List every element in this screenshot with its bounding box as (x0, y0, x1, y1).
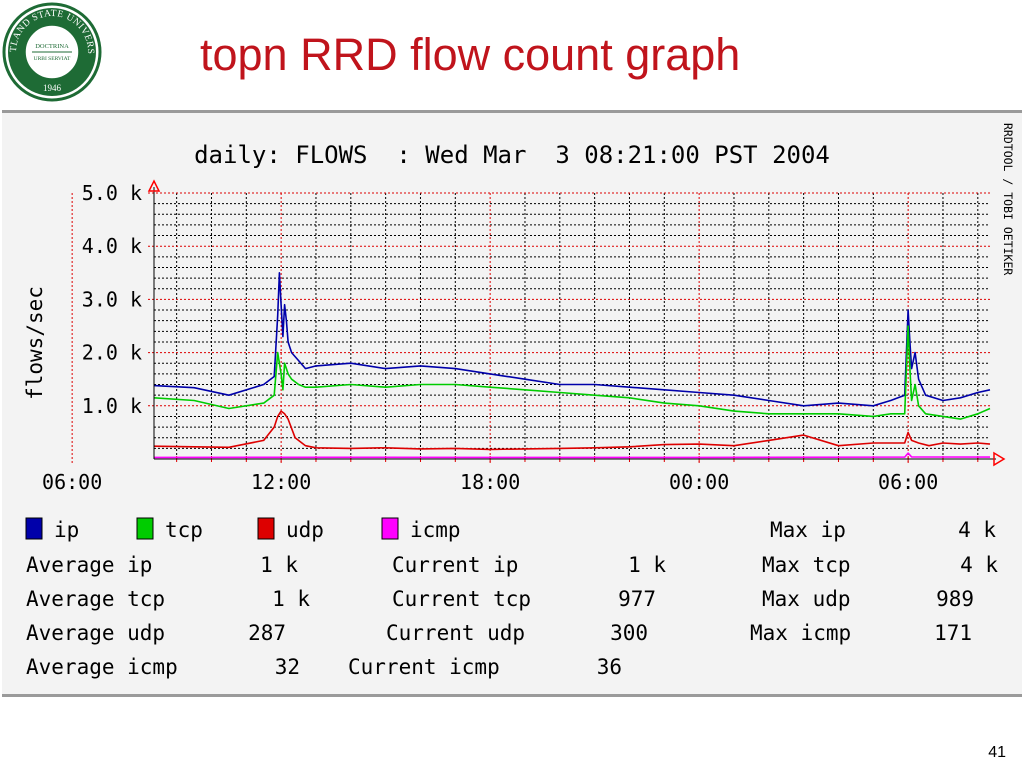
max-ip-label: Max ip (770, 518, 846, 542)
average-ip-value: 1 k (260, 553, 298, 577)
grid (71, 192, 990, 463)
rrd-graph-panel: daily: FLOWS : Wed Mar 3 08:21:00 PST 20… (2, 110, 1022, 697)
current-tcp-label: Current tcp (392, 587, 531, 611)
legend-swatch-tcp (136, 517, 154, 540)
y-tick-label: 3.0 k (82, 287, 142, 311)
max-udp-label: Max udp (762, 587, 851, 611)
series-line-udp (153, 410, 991, 451)
legend-swatch-icmp (381, 517, 399, 540)
series-line-icmp (153, 452, 991, 459)
rrd-graph: daily: FLOWS : Wed Mar 3 08:21:00 PST 20… (23, 123, 1015, 679)
seal-year: 1946 (43, 83, 62, 93)
slide-title: topn RRD flow count graph (200, 29, 741, 80)
y-tick-label: 2.0 k (82, 341, 142, 365)
legend-label-udp: udp (286, 518, 324, 542)
current-icmp-value: 36 (597, 655, 622, 679)
current-icmp-label: Current icmp (348, 655, 500, 679)
legend-label-icmp: icmp (410, 518, 461, 542)
average-tcp-value: 1 k (272, 587, 310, 611)
max-icmp-value: 171 (934, 621, 972, 645)
legend: ip tcp udp icmp (25, 517, 461, 542)
legend-swatch-udp (257, 517, 275, 540)
seal-motto-1: DOCTRINA (35, 43, 69, 50)
legend-swatch-ip (25, 517, 43, 540)
average-icmp-label: Average icmp (26, 655, 178, 679)
y-ticks: 1.0 k 2.0 k 3.0 k 4.0 k 5.0 k (82, 181, 142, 418)
current-ip-value: 1 k (628, 553, 666, 577)
average-udp-label: Average udp (26, 621, 165, 645)
x-tick-label: 12:00 (251, 470, 311, 494)
x-tick-label: 06:00 (878, 470, 938, 494)
current-tcp-value: 977 (618, 587, 656, 611)
max-icmp-label: Max icmp (750, 621, 851, 645)
y-tick-label: 5.0 k (82, 181, 142, 205)
max-tcp-label: Max tcp (762, 553, 851, 577)
max-ip-value: 4 k (958, 518, 996, 542)
current-udp-label: Current udp (386, 621, 525, 645)
y-axis-arrow (147, 179, 161, 192)
average-ip-label: Average ip (26, 553, 152, 577)
y-tick-label: 1.0 k (82, 394, 142, 418)
slide-number: 41 (988, 744, 1006, 761)
max-tcp-value: 4 k (960, 553, 998, 577)
x-tick-label: 18:00 (460, 470, 520, 494)
series (153, 272, 991, 459)
x-tick-label: 06:00 (42, 470, 102, 494)
x-ticks: 06:00 12:00 18:00 00:00 06:00 (42, 470, 938, 494)
x-axis-arrow (993, 451, 1006, 467)
max-udp-value: 989 (936, 587, 974, 611)
current-udp-value: 300 (610, 621, 648, 645)
current-ip-label: Current ip (392, 553, 518, 577)
average-icmp-value: 32 (275, 655, 300, 679)
x-tick-label: 00:00 (669, 470, 729, 494)
stats-table: Max ip 4 k Average ip 1 k Current ip 1 k… (26, 518, 998, 679)
average-tcp-label: Average tcp (26, 587, 165, 611)
axes (147, 179, 1006, 467)
legend-label-tcp: tcp (165, 518, 203, 542)
seal-motto-2: URBI SERVIAT (34, 56, 71, 62)
chart-title: daily: FLOWS : Wed Mar 3 08:21:00 PST 20… (194, 141, 830, 169)
legend-label-ip: ip (54, 518, 79, 542)
y-tick-label: 4.0 k (82, 234, 142, 258)
y-axis-label: flows/sec (23, 286, 47, 400)
series-line-ip (153, 272, 991, 407)
series-line-tcp (153, 325, 991, 420)
average-udp-value: 287 (248, 621, 286, 645)
rrdtool-credit: RRDTOOL / TOBI OETIKER (1001, 123, 1015, 275)
university-seal-logo: PORTLAND STATE UNIVERSITY 1946 DOCTRINA … (2, 2, 102, 102)
